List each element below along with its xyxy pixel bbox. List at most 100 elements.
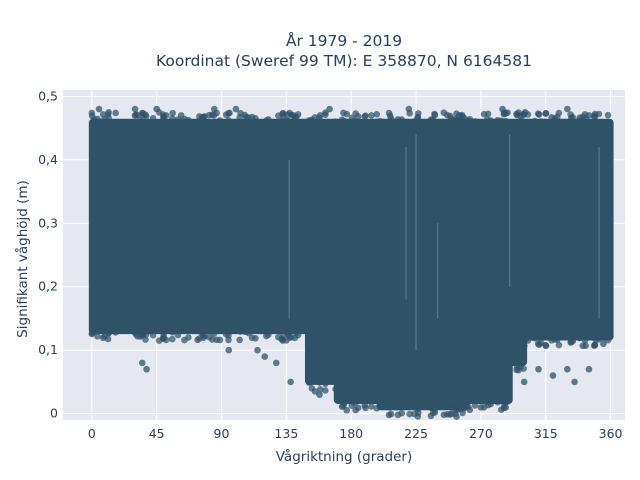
chart-title-line-2: Koordinat (Sweref 99 TM): E 358870, N 61… [156, 52, 532, 70]
data-point [174, 331, 182, 339]
data-point [225, 346, 233, 354]
data-point [95, 105, 103, 113]
data-point [216, 336, 224, 344]
data-point [321, 387, 329, 394]
data-point [427, 404, 434, 411]
data-point [132, 111, 139, 119]
data-point [252, 114, 259, 122]
y-tick-label: 0,3 [38, 215, 58, 230]
data-point [354, 113, 362, 120]
data-point [348, 114, 356, 122]
data-point [386, 404, 394, 411]
data-point [362, 404, 369, 412]
data-point [455, 112, 463, 119]
data-point [373, 404, 381, 412]
data-point [104, 111, 112, 118]
data-point [263, 117, 270, 124]
data-point [245, 329, 252, 337]
data-point [429, 116, 437, 123]
data-points [88, 105, 614, 421]
data-point [131, 105, 139, 113]
data-point [185, 334, 192, 341]
data-point [138, 359, 146, 367]
x-tick-label: 135 [274, 426, 298, 441]
data-point [564, 365, 571, 373]
x-tick-label: 90 [214, 426, 230, 441]
data-point [94, 333, 101, 340]
data-point [516, 363, 524, 371]
data-point [405, 105, 413, 113]
data-point [604, 336, 612, 344]
data-point [322, 380, 329, 388]
data-point [494, 398, 501, 406]
data-point [139, 331, 147, 339]
data-point [531, 117, 538, 125]
data-point [143, 365, 150, 373]
data-point [592, 118, 600, 125]
y-tick-label: 0,1 [38, 342, 58, 357]
data-point [431, 110, 438, 118]
data-point [316, 385, 324, 393]
x-tick-label: 360 [599, 426, 623, 441]
data-point [210, 330, 218, 337]
data-point [340, 109, 347, 117]
data-point [567, 339, 574, 346]
data-point [398, 409, 406, 417]
data-point [196, 335, 203, 342]
data-point [201, 332, 208, 340]
data-point [354, 404, 362, 412]
data-point [168, 115, 176, 122]
data-point [112, 329, 119, 336]
data-point [471, 402, 479, 409]
data-point [394, 404, 401, 411]
data-point [548, 114, 555, 121]
data-point [237, 328, 244, 335]
data-point [414, 405, 421, 413]
data-point [210, 111, 218, 119]
data-point [443, 410, 451, 418]
data-point [194, 118, 201, 126]
data-point [225, 117, 232, 124]
data-point [483, 116, 491, 123]
data-point [169, 109, 176, 117]
data-point [316, 114, 323, 122]
data-point [340, 117, 348, 125]
x-tick-label: 225 [404, 426, 428, 441]
point-cloud-band [333, 118, 384, 404]
data-point [237, 109, 244, 117]
data-point [105, 329, 112, 337]
y-tick-label: 0,2 [38, 279, 58, 294]
data-point [595, 110, 603, 118]
data-point [585, 112, 593, 119]
data-point [252, 335, 259, 342]
data-point [236, 336, 243, 344]
data-point [94, 115, 101, 123]
data-point [542, 110, 550, 117]
data-point [411, 118, 418, 125]
data-point [477, 404, 485, 411]
x-tick-label: 0 [88, 426, 96, 441]
data-point [332, 118, 339, 125]
chart-title-line-1: År 1979 - 2019 [286, 31, 402, 50]
x-tick-label: 270 [469, 426, 493, 441]
data-point [155, 337, 163, 344]
data-point [99, 111, 107, 118]
data-point [348, 402, 356, 409]
point-cloud-band [377, 118, 470, 411]
data-point [564, 105, 571, 113]
data-point [279, 337, 287, 344]
data-point [263, 332, 270, 340]
data-point [465, 403, 472, 411]
data-point [576, 334, 584, 342]
y-axis-ticks: 0 0,1 0,2 0,3 0,4 0,5 [38, 88, 58, 420]
data-point [483, 398, 491, 405]
data-point [159, 114, 167, 122]
point-cloud-band [88, 118, 311, 335]
data-point [465, 117, 472, 125]
data-point [261, 353, 269, 360]
data-point [398, 116, 406, 123]
data-point [211, 105, 218, 113]
y-tick-label: 0,5 [38, 88, 58, 103]
data-point [368, 403, 375, 410]
